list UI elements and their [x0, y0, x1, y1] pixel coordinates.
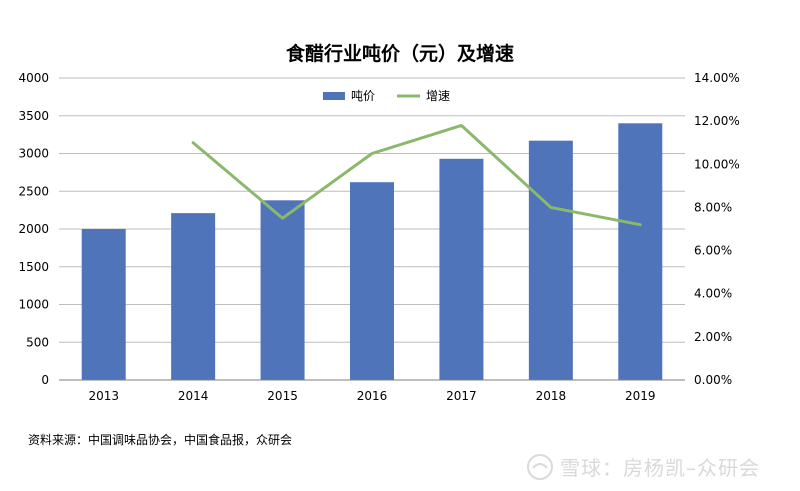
left-axis-tick-5: 1500 — [18, 260, 49, 274]
watermark-logo-curve — [532, 463, 548, 469]
left-axis-tick-1: 3500 — [18, 109, 49, 123]
growth-line — [191, 123, 642, 227]
x-axis-tick-5: 2018 — [536, 389, 567, 403]
right-axis-tick-2: 10.00% — [694, 157, 740, 171]
bar-layer — [81, 123, 663, 381]
left-axis-tick-0: 4000 — [18, 71, 49, 85]
watermark: 雪球：房杨凯–众研会 — [527, 454, 760, 480]
line-layer — [191, 123, 642, 227]
right-axis-tick-7: 0.00% — [694, 373, 732, 387]
bar-2016 — [350, 182, 394, 380]
left-axis-tick-7: 500 — [26, 335, 49, 349]
x-axis-tick-0: 2013 — [88, 389, 119, 403]
left-axis-tick-4: 2000 — [18, 222, 49, 236]
x-axis-tick-1: 2014 — [178, 389, 209, 403]
bar-2018 — [528, 140, 573, 380]
bar-2013 — [81, 229, 126, 380]
x-axis-tick-3: 2016 — [357, 389, 388, 403]
right-axis-tick-0: 14.00% — [694, 71, 740, 85]
right-axis-tick-4: 6.00% — [694, 244, 732, 258]
bar-2014 — [171, 213, 216, 380]
left-axis-tick-8: 0 — [41, 373, 49, 387]
legend: 吨价 增速 — [323, 89, 450, 103]
right-axis-tick-3: 8.00% — [694, 200, 732, 214]
x-axis-tick-4: 2017 — [446, 389, 477, 403]
right-axis-tick-6: 2.00% — [694, 330, 732, 344]
right-axis-tick-1: 12.00% — [694, 114, 740, 128]
right-axis-ticks: 14.00% 12.00% 10.00% 8.00% 6.00% 4.00% 2.00% 0.… — [694, 71, 740, 387]
legend-swatch-price — [323, 92, 345, 100]
source-note: 资料来源：中国调味品协会，中国食品报，众研会 — [28, 432, 292, 447]
bar-2019 — [618, 123, 663, 381]
x-axis-ticks: 2013 2014 2015 2016 2017 2018 2019 — [88, 389, 655, 403]
bar-2017 — [439, 158, 484, 380]
watermark-text: 雪球：房杨凯–众研会 — [560, 456, 760, 480]
left-axis-tick-2: 3000 — [18, 147, 49, 161]
left-axis-tick-3: 2500 — [18, 184, 49, 198]
watermark-logo-icon — [527, 454, 553, 480]
left-axis-ticks: 4000 3500 3000 2500 2000 1500 1000 500 0 — [18, 71, 49, 387]
bar-2015 — [260, 200, 305, 380]
chart-title: 食醋行业吨价（元）及增速 — [286, 42, 514, 65]
x-axis-tick-2: 2015 — [267, 389, 298, 403]
left-axis-tick-6: 1000 — [18, 298, 49, 312]
x-axis-tick-6: 2019 — [625, 389, 656, 403]
right-axis-tick-5: 4.00% — [694, 287, 732, 301]
legend-label-growth: 增速 — [426, 89, 450, 103]
legend-label-price: 吨价 — [351, 89, 375, 103]
